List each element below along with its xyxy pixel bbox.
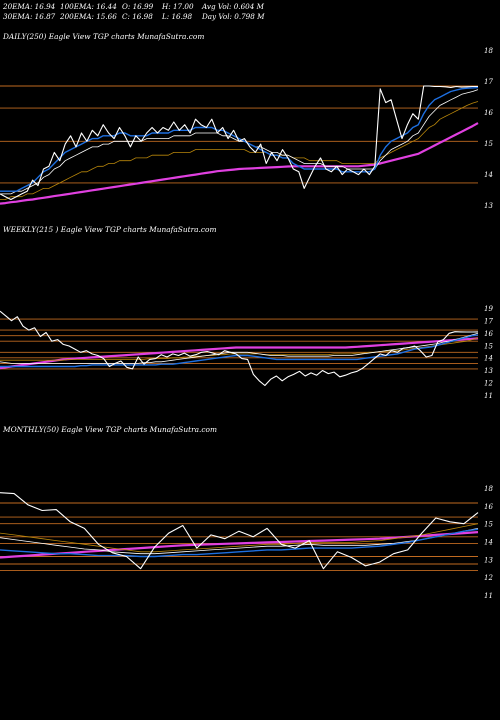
- stat-ema20: 20EMA: 16.94: [3, 2, 56, 11]
- weekly-ytick-label: 12: [484, 380, 493, 388]
- daily-ytick-label: 14: [484, 171, 493, 179]
- daily-ema-long-line: [0, 101, 479, 200]
- stat-ema100: 100EMA: 16.44: [60, 2, 117, 11]
- monthly-ema-short-line: [0, 528, 479, 558]
- daily-ytick-label: 13: [484, 202, 493, 210]
- stat-ema200: 200EMA: 15.66: [60, 12, 117, 21]
- monthly-ytick-label: 18: [484, 485, 493, 493]
- daily-price-line: [0, 85, 478, 201]
- daily-ytick-label: 18: [484, 47, 493, 55]
- weekly-ema-mid-line: [0, 332, 479, 364]
- weekly-ytick-label: 11: [484, 392, 493, 400]
- stat-high: H: 17.00: [162, 2, 194, 11]
- weekly-ytick-label: 17: [484, 317, 493, 325]
- monthly-chart-title: MONTHLY(50) Eagle View TGP charts Munafa…: [3, 425, 217, 434]
- monthly-ytick-label: 16: [484, 503, 493, 511]
- stat-ema30: 30EMA: 16.87: [3, 12, 56, 21]
- weekly-ytick-label: 16: [484, 330, 493, 338]
- stat-avg-volume: Avg Vol: 0.604 M: [202, 2, 264, 11]
- weekly-ema-long-line: [0, 337, 479, 361]
- monthly-ema-long-line: [0, 523, 479, 553]
- weekly-ytick-label: 15: [484, 342, 493, 350]
- weekly-price-line: [0, 310, 479, 387]
- daily-ytick-label: 15: [484, 140, 493, 148]
- stat-open: O: 16.99: [122, 2, 154, 11]
- monthly-ema-mid-line: [0, 528, 479, 555]
- weekly-ytick-label: 19: [484, 305, 493, 313]
- monthly-ytick-label: 13: [484, 556, 493, 564]
- monthly-ytick-label: 15: [484, 521, 493, 529]
- weekly-ytick-label: 13: [484, 367, 493, 375]
- stat-day-volume: Day Vol: 0.798 M: [202, 12, 265, 21]
- weekly-ytick-label: 14: [484, 355, 493, 363]
- monthly-ytick-label: 11: [484, 592, 493, 600]
- stat-low: L: 16.98: [162, 12, 193, 21]
- daily-chart-title: DAILY(250) Eagle View TGP charts MunafaS…: [3, 32, 205, 41]
- monthly-price-line: [0, 492, 479, 570]
- weekly-sma-line: [0, 337, 479, 370]
- stat-close: C: 16.98: [122, 12, 153, 21]
- monthly-sma-line: [0, 531, 479, 559]
- monthly-ytick-label: 12: [484, 574, 493, 582]
- daily-ytick-label: 17: [484, 78, 493, 86]
- daily-sma-line: [0, 122, 479, 205]
- daily-ytick-label: 16: [484, 109, 493, 117]
- monthly-ytick-label: 14: [484, 539, 493, 547]
- daily-ema-short-line: [0, 86, 479, 192]
- weekly-ema-short-line: [0, 334, 479, 368]
- weekly-chart-title: WEEKLY(215 ) Eagle View TGP charts Munaf…: [3, 225, 217, 234]
